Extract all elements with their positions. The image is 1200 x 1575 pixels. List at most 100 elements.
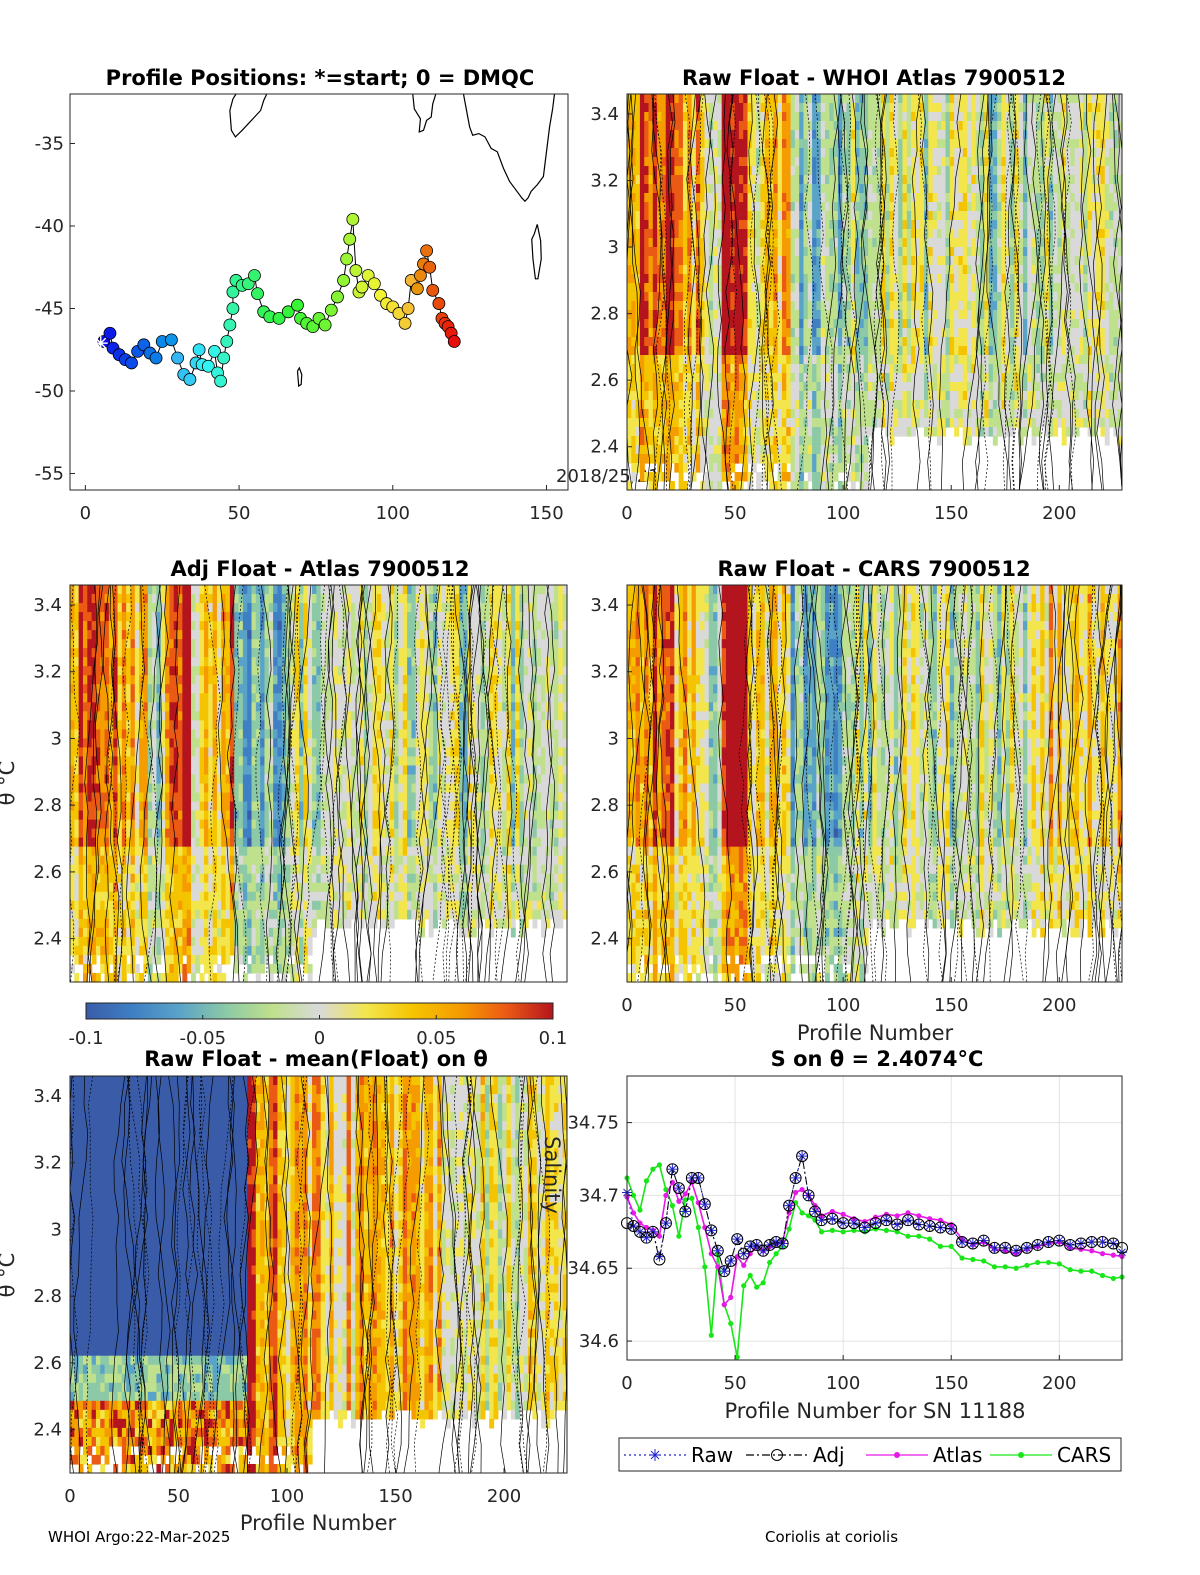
heatmap-cell <box>782 346 787 356</box>
heatmap-cell <box>661 112 666 122</box>
heatmap-cell <box>713 238 718 248</box>
heatmap-cell <box>829 94 834 104</box>
heatmap-cell <box>748 310 753 320</box>
heatmap-cell <box>778 247 783 257</box>
heatmap-cell <box>631 229 636 239</box>
heatmap-cell <box>631 418 636 428</box>
heatmap-cell <box>821 256 826 266</box>
heatmap-cell <box>829 211 834 221</box>
heatmap-cell <box>773 445 778 455</box>
heatmap-cell <box>791 103 796 113</box>
heatmap-cell <box>717 193 722 203</box>
heatmap-cell <box>726 220 731 230</box>
heatmap-cell <box>778 337 783 347</box>
heatmap-cell <box>816 418 821 428</box>
heatmap-cell <box>778 292 783 302</box>
heatmap-cell <box>812 400 817 410</box>
heatmap-cell <box>722 202 727 212</box>
heatmap-cell <box>713 184 718 194</box>
heatmap-cell <box>640 355 645 365</box>
heatmap-cell <box>743 265 748 275</box>
heatmap-cell <box>748 220 753 230</box>
heatmap-cell <box>842 382 847 392</box>
heatmap-cell <box>773 211 778 221</box>
heatmap-cell <box>752 409 757 419</box>
heatmap-cell <box>704 319 709 329</box>
heatmap-cell <box>709 409 714 419</box>
heatmap-cell <box>631 301 636 311</box>
heatmap-cell <box>679 166 684 176</box>
heatmap-cell <box>803 166 808 176</box>
heatmap-cell <box>687 112 692 122</box>
heatmap-cell <box>661 139 666 149</box>
heatmap-cell <box>700 193 705 203</box>
heatmap-cell <box>748 238 753 248</box>
heatmap-cell <box>636 229 641 239</box>
heatmap-cell <box>816 427 821 437</box>
coastline <box>230 94 555 386</box>
heatmap-cell <box>821 436 826 446</box>
heatmap-cell <box>803 445 808 455</box>
profile-position <box>150 352 162 364</box>
heatmap-cell <box>644 193 649 203</box>
heatmap-cell <box>636 247 641 257</box>
heatmap-cell <box>847 400 852 410</box>
heatmap-cell <box>649 220 654 230</box>
heatmap-cell <box>743 103 748 113</box>
heatmap-cell <box>821 157 826 167</box>
heatmap-cell <box>649 481 654 491</box>
heatmap-cell <box>868 211 873 221</box>
heatmap-cell <box>786 247 791 257</box>
heatmap-cell <box>666 391 671 401</box>
heatmap-cell <box>821 427 826 437</box>
heatmap-cell <box>769 328 774 338</box>
heatmap-cell <box>847 247 852 257</box>
heatmap-cell <box>739 373 744 383</box>
heatmap-cell <box>791 112 796 122</box>
heatmap-cell <box>661 148 666 158</box>
heatmap-cell <box>859 175 864 185</box>
heatmap-cell <box>812 193 817 203</box>
heatmap-cell <box>864 319 869 329</box>
heatmap-cell <box>855 427 860 437</box>
heatmap-cell <box>795 328 800 338</box>
heatmap-cell <box>825 94 830 104</box>
heatmap-cell <box>679 274 684 284</box>
heatmap-cell <box>730 391 735 401</box>
heatmap-cell <box>674 454 679 464</box>
heatmap-cell <box>739 220 744 230</box>
heatmap-cell <box>816 157 821 167</box>
heatmap-cell <box>739 130 744 140</box>
heatmap-cell <box>803 292 808 302</box>
heatmap-cell <box>704 373 709 383</box>
heatmap-cell <box>743 346 748 356</box>
heatmap-cell <box>808 382 813 392</box>
heatmap-cell <box>748 256 753 266</box>
heatmap-cell <box>653 265 658 275</box>
heatmap-cell <box>808 103 813 113</box>
heatmap-cell <box>791 202 796 212</box>
heatmap-cell <box>752 301 757 311</box>
heatmap-cell <box>679 481 684 491</box>
heatmap-cell <box>769 310 774 320</box>
heatmap-cell <box>748 337 753 347</box>
heatmap-cell <box>743 139 748 149</box>
heatmap-cell <box>859 472 864 482</box>
heatmap-cell <box>692 436 697 446</box>
heatmap-cell <box>644 382 649 392</box>
heatmap-cell <box>713 310 718 320</box>
heatmap-cell <box>679 409 684 419</box>
heatmap-cell <box>748 364 753 374</box>
heatmap-cell <box>782 94 787 104</box>
heatmap-cell <box>855 274 860 284</box>
heatmap-cell <box>752 445 757 455</box>
heatmap-cell <box>808 175 813 185</box>
heatmap-cell <box>791 292 796 302</box>
heatmap-cell <box>687 373 692 383</box>
heatmap-cell <box>782 463 787 473</box>
heatmap-cell <box>812 247 817 257</box>
heatmap-cell <box>825 103 830 113</box>
heatmap-cell <box>627 337 632 347</box>
heatmap-cell <box>868 202 873 212</box>
heatmap-cell <box>816 166 821 176</box>
